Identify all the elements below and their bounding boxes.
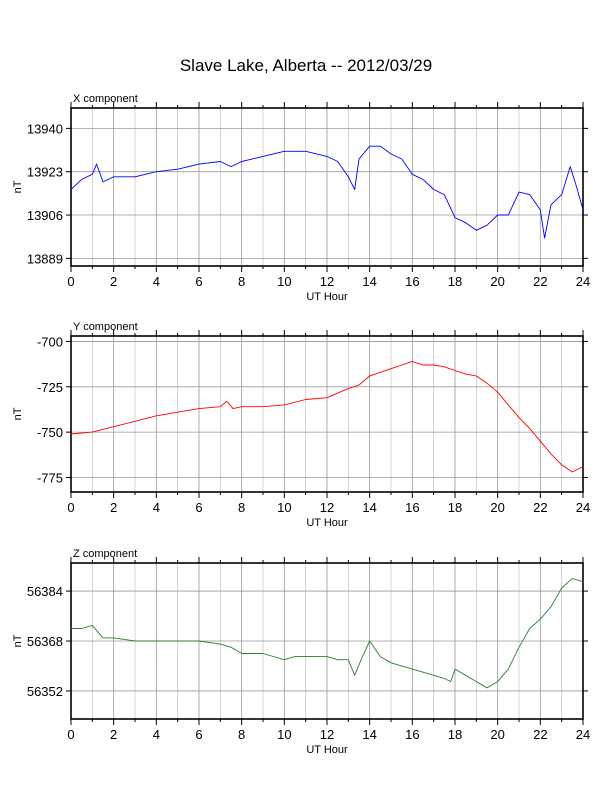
x-tick-label: 2 xyxy=(110,274,117,289)
x-tick-label: 6 xyxy=(195,274,202,289)
panel-label: Z component xyxy=(73,548,137,560)
x-tick-label: 4 xyxy=(153,274,160,289)
x-tick-label: 22 xyxy=(533,727,547,742)
x-axis-label: UT Hour xyxy=(306,744,348,756)
x-tick-label: 12 xyxy=(320,727,334,742)
x-tick-label: 14 xyxy=(362,274,376,289)
y-tick-label: 56368 xyxy=(27,634,63,649)
x-tick-label: 8 xyxy=(238,274,245,289)
x-tick-label: 24 xyxy=(576,500,590,515)
x-tick-label: 18 xyxy=(448,500,462,515)
chart-title: Slave Lake, Alberta -- 2012/03/29 xyxy=(179,56,433,75)
x-tick-label: 20 xyxy=(490,727,504,742)
panel-label: X component xyxy=(73,93,138,105)
x-tick-label: 22 xyxy=(533,274,547,289)
x-tick-label: 4 xyxy=(153,500,160,515)
x-tick-label: 12 xyxy=(320,500,334,515)
x-tick-label: 0 xyxy=(67,274,74,289)
panel-label: Y component xyxy=(73,321,138,333)
y-tick-label: -725 xyxy=(37,380,63,395)
x-tick-label: 16 xyxy=(405,500,419,515)
x-tick-label: 16 xyxy=(405,727,419,742)
x-tick-label: 10 xyxy=(277,274,291,289)
x-tick-label: 18 xyxy=(448,274,462,289)
x-tick-label: 16 xyxy=(405,274,419,289)
x-tick-label: 0 xyxy=(67,500,74,515)
x-tick-label: 4 xyxy=(153,727,160,742)
y-axis-label: nT xyxy=(12,634,24,647)
x-tick-label: 14 xyxy=(362,727,376,742)
x-tick-label: 20 xyxy=(490,274,504,289)
series-line xyxy=(70,145,584,239)
x-tick-label: 6 xyxy=(195,500,202,515)
y-tick-label: 56352 xyxy=(27,684,63,699)
x-tick-label: 0 xyxy=(67,727,74,742)
y-tick-label: 13906 xyxy=(27,208,63,223)
x-tick-label: 24 xyxy=(576,274,590,289)
y-tick-label: 13923 xyxy=(27,165,63,180)
x-axis-label: UT Hour xyxy=(306,291,348,303)
y-tick-label: 13889 xyxy=(27,251,63,266)
x-tick-label: 10 xyxy=(277,500,291,515)
x-tick-label: 8 xyxy=(238,727,245,742)
x-tick-label: 2 xyxy=(110,500,117,515)
series-line xyxy=(70,360,584,473)
x-tick-label: 20 xyxy=(490,500,504,515)
x-tick-label: 18 xyxy=(448,727,462,742)
x-tick-label: 24 xyxy=(576,727,590,742)
y-tick-label: 13940 xyxy=(27,121,63,136)
y-axis-label: nT xyxy=(12,180,24,193)
x-tick-label: 10 xyxy=(277,727,291,742)
x-tick-label: 12 xyxy=(320,274,334,289)
x-tick-label: 14 xyxy=(362,500,376,515)
y-tick-label: -700 xyxy=(37,334,63,349)
x-axis-label: UT Hour xyxy=(306,517,348,529)
x-tick-label: 8 xyxy=(238,500,245,515)
y-tick-label: 56384 xyxy=(27,584,63,599)
x-tick-label: 6 xyxy=(195,727,202,742)
y-tick-label: -775 xyxy=(37,470,63,485)
y-axis-label: nT xyxy=(12,407,24,420)
y-tick-label: -750 xyxy=(37,425,63,440)
x-tick-label: 22 xyxy=(533,500,547,515)
x-tick-label: 2 xyxy=(110,727,117,742)
series-line xyxy=(71,578,584,689)
